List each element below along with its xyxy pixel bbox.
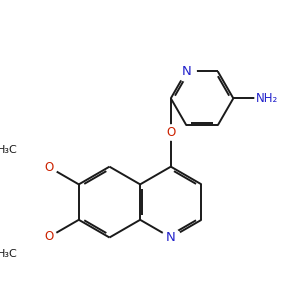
Text: N: N <box>166 231 176 244</box>
Text: H₃C: H₃C <box>0 249 17 259</box>
Text: N: N <box>182 65 191 78</box>
Text: O: O <box>45 230 54 243</box>
Text: O: O <box>45 161 54 174</box>
Text: O: O <box>166 126 176 139</box>
Text: H₃C: H₃C <box>0 145 17 155</box>
Text: NH₂: NH₂ <box>256 92 279 105</box>
